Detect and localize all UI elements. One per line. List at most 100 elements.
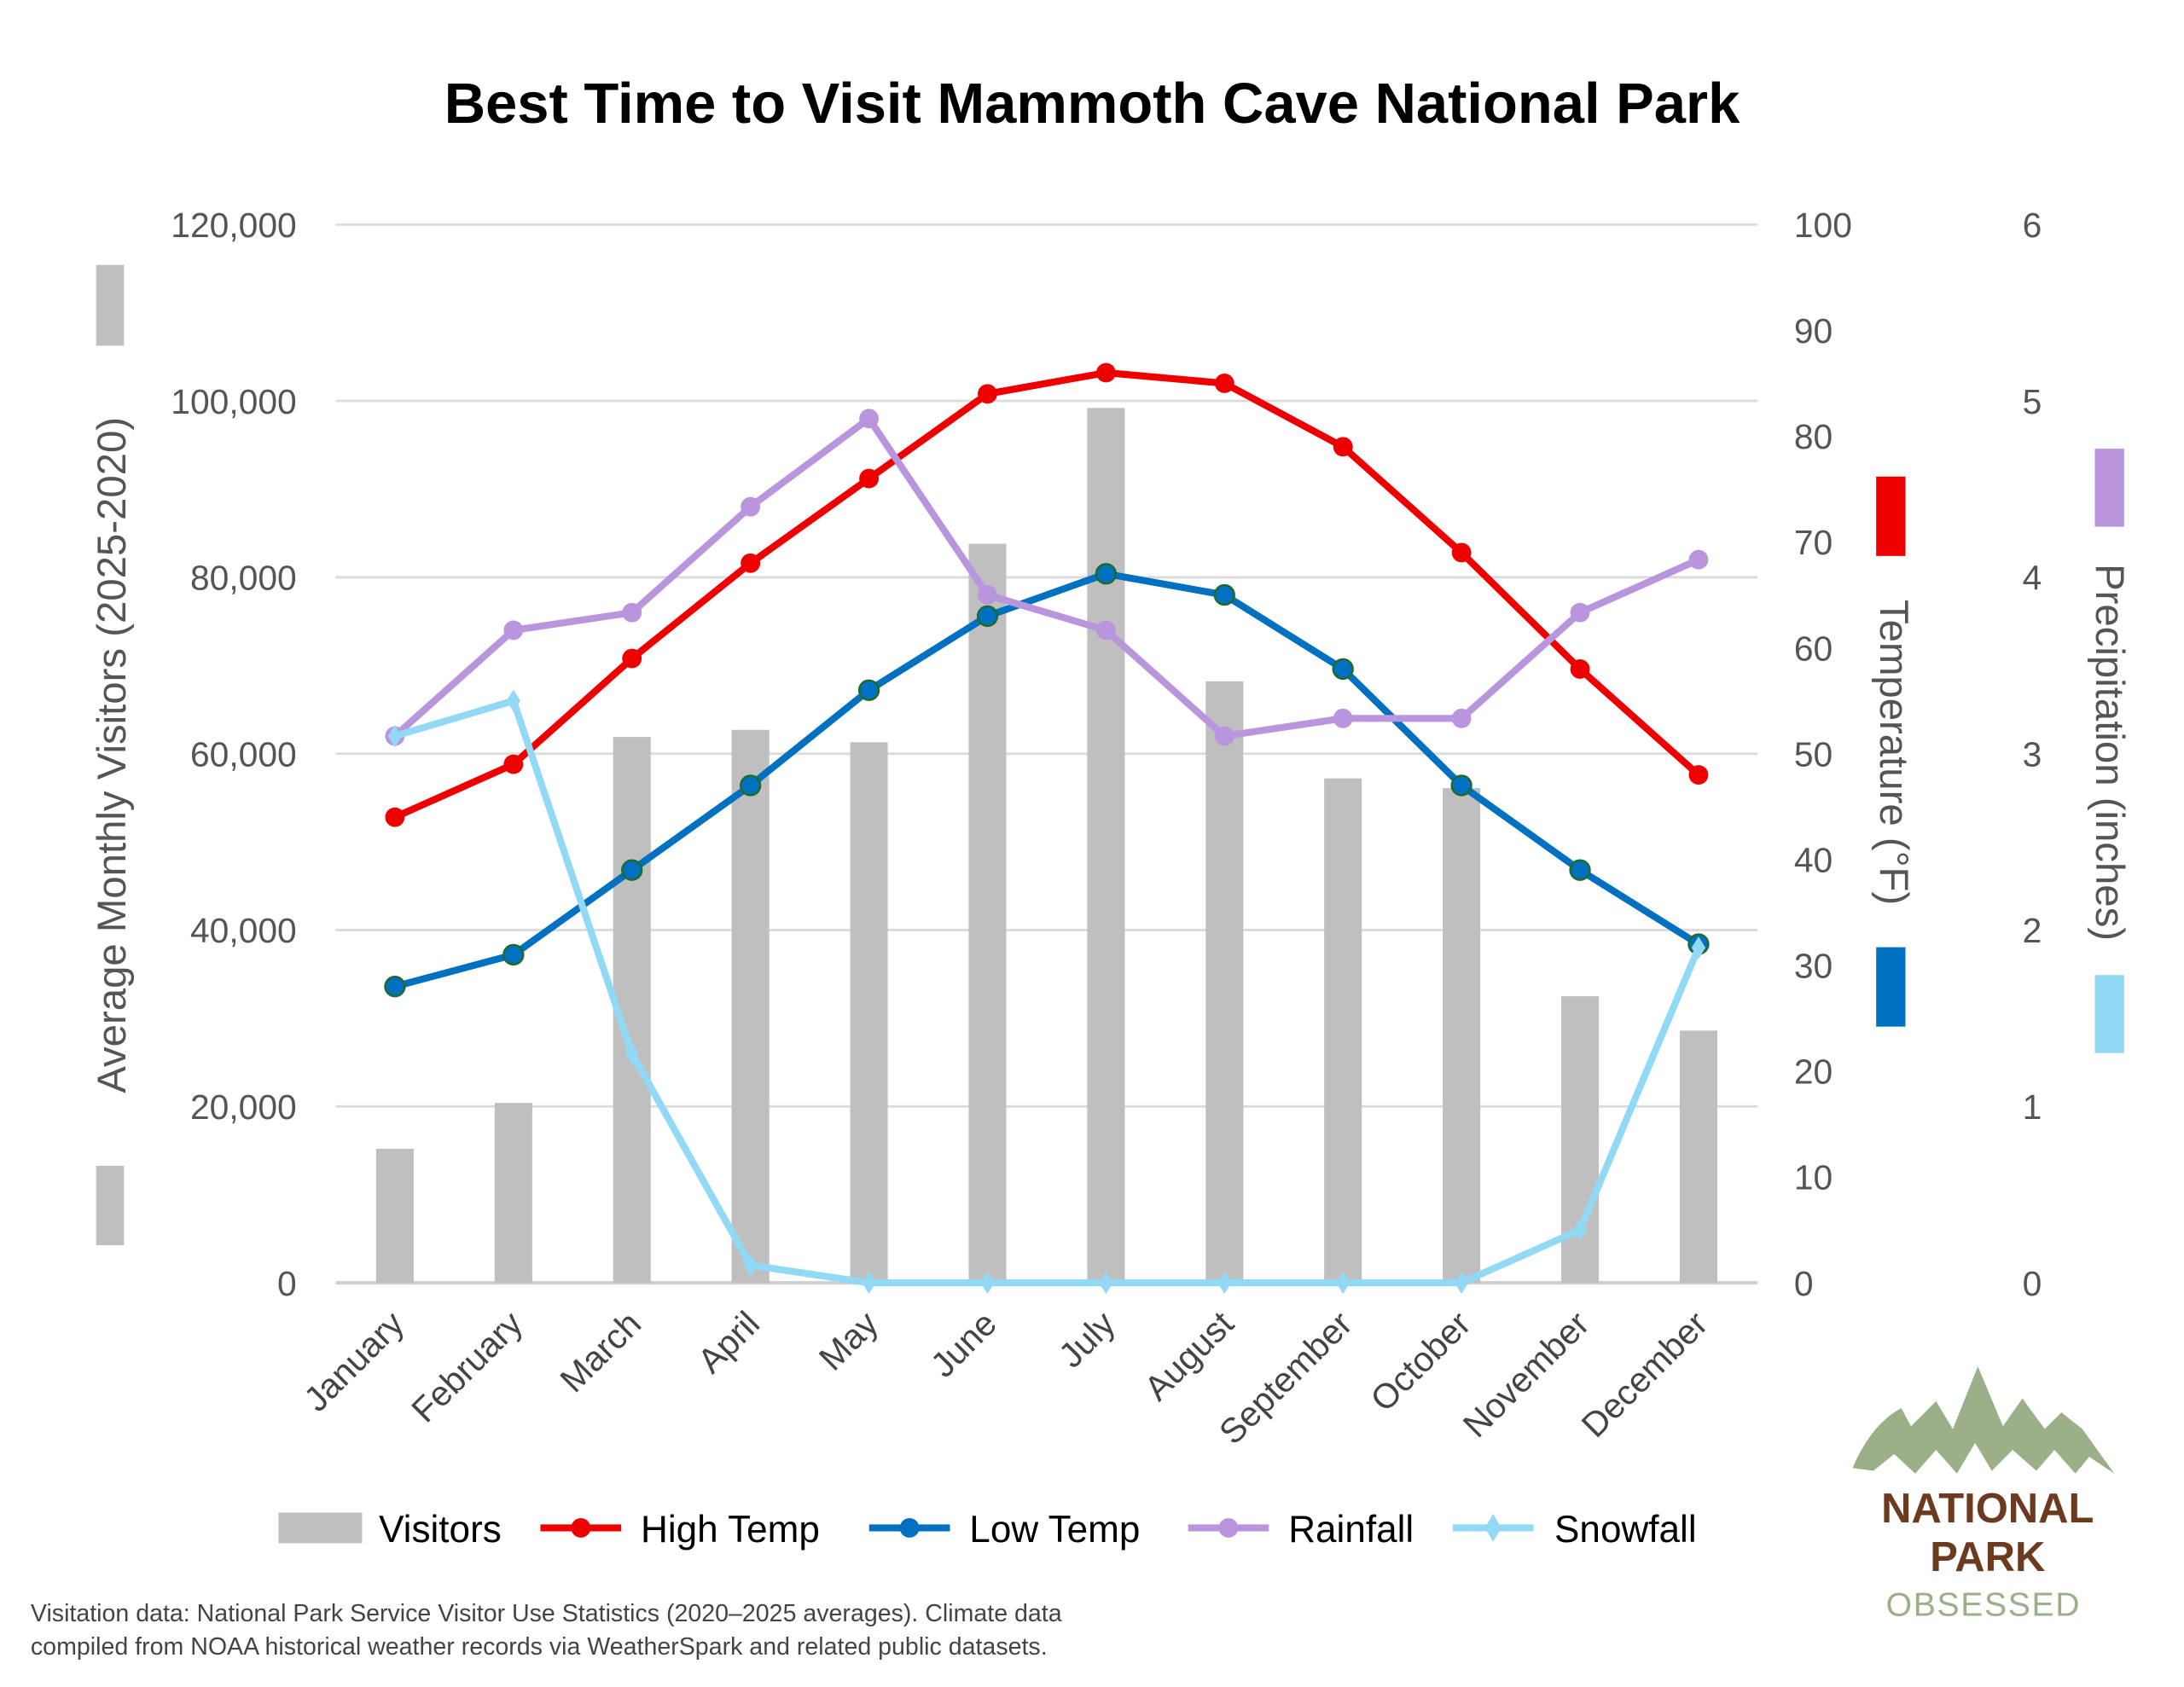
visitors-bar	[1205, 681, 1244, 1284]
data-point	[622, 602, 642, 623]
left-tick-label: 20,000	[190, 1087, 297, 1127]
national-park-obsessed-logo: NATIONAL PARK OBSESSED	[1852, 1366, 2115, 1623]
precipitation-axis-title: Precipitation (inches)	[2087, 564, 2132, 941]
temperature-tick-label: 90	[1794, 311, 1833, 351]
data-point	[862, 1272, 876, 1295]
temperature-axis-title: Temperature (°F)	[1871, 600, 1916, 905]
legend-item-rainfall: Rainfall	[1188, 1509, 1414, 1551]
legend-item-low-temp: Low Temp	[868, 1509, 1140, 1551]
high-temp-series	[385, 362, 1709, 827]
data-point	[1569, 859, 1591, 881]
low-temp-series	[384, 563, 1710, 998]
footer-line-1: Visitation data: National Park Service V…	[31, 1600, 1062, 1627]
legend-label: Rainfall	[1288, 1509, 1414, 1551]
legend-marker	[571, 1518, 591, 1538]
visitors-bar	[1324, 778, 1362, 1284]
data-point	[1213, 583, 1235, 606]
data-point	[502, 943, 525, 966]
low-temp-line	[393, 570, 1701, 990]
data-point	[1332, 658, 1354, 681]
legend-item-high-temp: High Temp	[540, 1509, 820, 1551]
left-tick-label: 100,000	[171, 382, 296, 421]
data-point	[1095, 620, 1116, 641]
legend-marker	[1484, 1514, 1502, 1542]
logo-text-park: PARK	[1930, 1534, 2045, 1580]
data-point	[978, 585, 997, 605]
left-tick-label: 40,000	[190, 911, 297, 950]
precip-axis-snow-swatch	[2094, 975, 2124, 1053]
data-point	[622, 648, 642, 669]
month-label: April	[690, 1304, 767, 1381]
series-lines	[384, 362, 1710, 1295]
data-point	[741, 496, 761, 517]
gridlines	[335, 223, 1758, 1285]
visitors-bar	[1087, 408, 1125, 1284]
data-point	[1454, 1272, 1469, 1295]
temperature-tick-label: 50	[1794, 734, 1833, 774]
temp-axis-low-swatch	[1876, 947, 1906, 1027]
data-point	[1570, 602, 1590, 623]
left-axis-visitors-swatch-top	[96, 264, 125, 346]
temperature-tick-label: 70	[1794, 523, 1833, 562]
rainfall-series	[385, 409, 1709, 746]
precipitation-tick-label: 6	[2023, 206, 2042, 245]
data-point	[1099, 1272, 1113, 1295]
legend-marker	[1218, 1518, 1239, 1538]
data-point	[980, 1272, 995, 1295]
temperature-tick-label: 10	[1794, 1158, 1833, 1197]
data-point	[1451, 542, 1472, 563]
visitors-bar	[968, 543, 1007, 1284]
visitors-bar	[1679, 1030, 1717, 1284]
temperature-tick-label: 40	[1794, 840, 1833, 879]
legend-label: Visitors	[379, 1509, 502, 1551]
left-tick-label: 80,000	[190, 559, 297, 598]
legend-label: Low Temp	[969, 1509, 1140, 1551]
month-label: August	[1136, 1303, 1241, 1408]
precipitation-tick-label: 2	[2023, 911, 2042, 950]
data-point	[1214, 373, 1234, 393]
month-label: May	[811, 1303, 886, 1377]
data-point	[1451, 708, 1472, 728]
legend-item-visitors: Visitors	[278, 1509, 502, 1551]
data-point	[1333, 708, 1353, 728]
high-temp-line	[393, 368, 1701, 820]
legend-item-snowfall: Snowfall	[1452, 1509, 1697, 1551]
visitors-bar	[375, 1148, 414, 1284]
precipitation-tick-label: 0	[2023, 1264, 2042, 1303]
data-point	[1688, 765, 1709, 785]
temperature-tick-label: 80	[1794, 417, 1833, 456]
temperature-tick-label: 30	[1794, 947, 1833, 986]
precipitation-tick-label: 3	[2023, 734, 2042, 774]
data-point	[1336, 1272, 1350, 1295]
precip-axis-rain-swatch	[2094, 449, 2124, 527]
visitors-bar	[494, 1103, 532, 1284]
data-point	[1214, 726, 1234, 746]
temperature-axis-ticks: 0 10 20 30 40 50 60 70 80 90 100	[1794, 206, 1852, 1303]
left-tick-label: 120,000	[171, 206, 296, 245]
data-point	[1095, 563, 1118, 585]
left-tick-label: 60,000	[190, 734, 297, 774]
visitors-bar	[731, 729, 770, 1284]
data-point	[740, 774, 762, 797]
logo-text-obsessed: OBSESSED	[1886, 1586, 2082, 1623]
temperature-tick-label: 0	[1794, 1264, 1814, 1303]
data-point	[621, 859, 643, 881]
precipitation-axis-ticks: 0 1 2 3 4 5 6	[2023, 206, 2042, 1303]
chart-title: Best Time to Visit Mammoth Cave National…	[444, 72, 1740, 136]
legend-label: Snowfall	[1554, 1509, 1697, 1551]
left-tick-label: 0	[277, 1264, 297, 1303]
data-point	[384, 976, 406, 998]
data-point	[1691, 936, 1706, 959]
data-point	[859, 468, 879, 489]
left-axis-visitors-swatch-bottom	[96, 1165, 125, 1246]
visitors-bars	[375, 408, 1717, 1284]
snowfall-line	[393, 697, 1702, 1287]
month-label: January	[296, 1303, 412, 1419]
legend: Visitors High Temp Low Temp Rainfall Snowfal…	[278, 1509, 1697, 1551]
data-point	[1570, 659, 1590, 679]
data-point	[624, 1042, 639, 1065]
precipitation-tick-label: 1	[2023, 1087, 2042, 1127]
data-point	[859, 409, 879, 429]
